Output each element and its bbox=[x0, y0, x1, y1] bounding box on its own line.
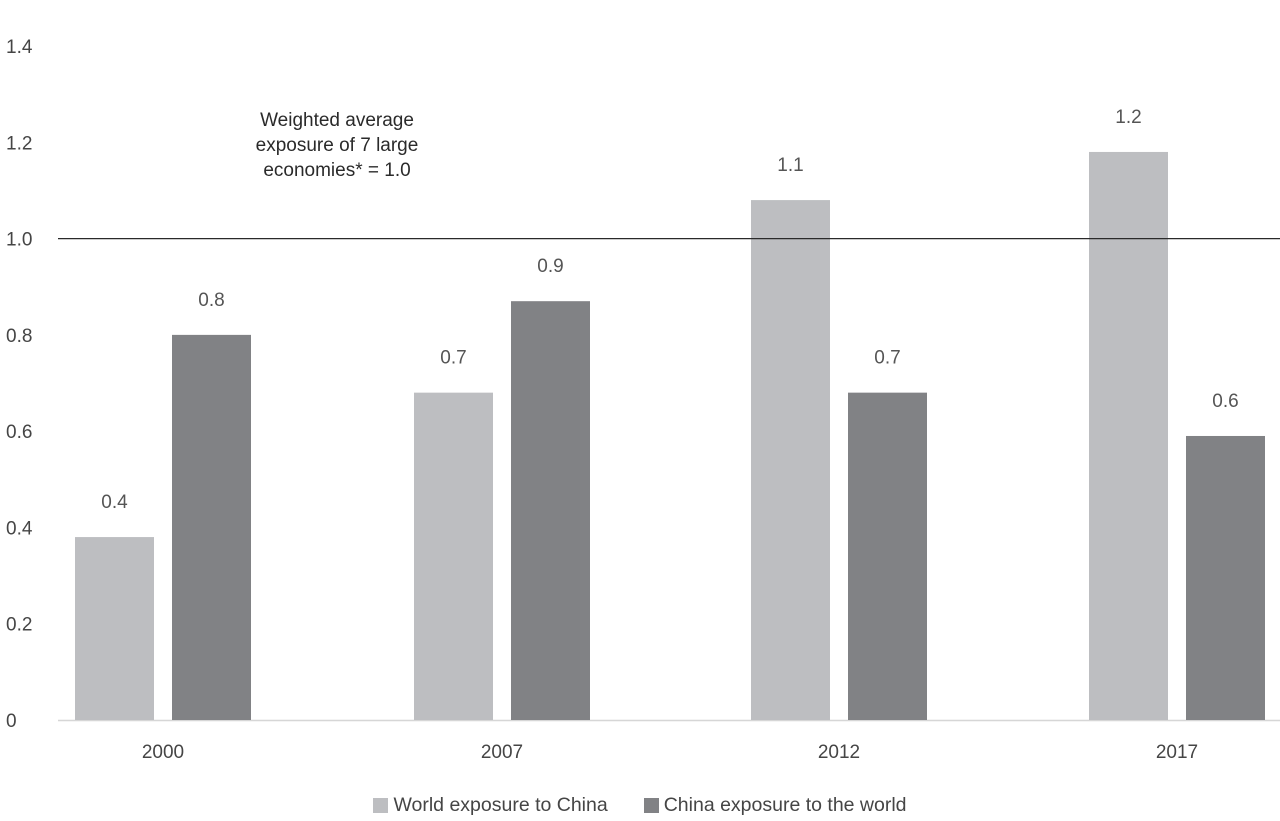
legend-swatch-world-exposure bbox=[373, 798, 389, 813]
y-tick-label: 0.8 bbox=[6, 326, 32, 347]
bar-world-2012 bbox=[751, 200, 830, 720]
bar-chart-svg: 0 0.2 0.4 0.6 0.8 1.0 1.2 1.4 0.4 0.8 2000 0.7 0.9 20… bbox=[6, 37, 1280, 763]
value-label: 0.4 bbox=[101, 492, 128, 513]
value-label: 0.7 bbox=[874, 348, 900, 369]
bar-china-2000 bbox=[172, 334, 251, 720]
y-tick-label: 0.4 bbox=[6, 518, 33, 539]
bar-china-2007 bbox=[511, 301, 590, 720]
annotation-line: exposure of 7 large bbox=[256, 135, 419, 156]
bar-china-2012 bbox=[848, 392, 927, 720]
bar-world-2007 bbox=[414, 392, 493, 720]
reference-line-annotation: Weighted average exposure of 7 large econo… bbox=[256, 110, 419, 181]
y-tick-label: 0 bbox=[6, 711, 17, 732]
legend-swatch-china-exposure bbox=[643, 798, 659, 813]
y-tick-label: 1.2 bbox=[6, 133, 32, 154]
legend-label-china-exposure: China exposure to the world bbox=[663, 794, 907, 816]
legend-item-world-exposure: World exposure to China bbox=[373, 794, 608, 817]
bar-world-2017 bbox=[1089, 151, 1168, 720]
y-tick-label: 1.4 bbox=[6, 37, 33, 58]
annotation-line: Weighted average bbox=[260, 110, 414, 131]
x-tick-label: 2012 bbox=[818, 742, 860, 763]
bar-world-2000 bbox=[75, 537, 154, 720]
value-label: 0.8 bbox=[198, 290, 224, 311]
x-tick-label: 2017 bbox=[1156, 742, 1198, 763]
x-tick-label: 2007 bbox=[481, 742, 523, 763]
value-label: 0.9 bbox=[537, 256, 563, 277]
value-label: 1.1 bbox=[777, 155, 803, 176]
value-label: 0.7 bbox=[440, 348, 466, 369]
y-tick-label: 0.6 bbox=[6, 422, 32, 443]
legend-label-world-exposure: World exposure to China bbox=[393, 794, 608, 816]
annotation-line: economies* = 1.0 bbox=[263, 160, 410, 181]
legend: World exposure to China China exposure t… bbox=[0, 794, 1280, 817]
value-label: 0.6 bbox=[1212, 391, 1238, 412]
value-label: 1.2 bbox=[1115, 107, 1141, 128]
y-tick-label: 0.2 bbox=[6, 615, 32, 636]
x-tick-label: 2000 bbox=[142, 742, 184, 763]
bar-china-2017 bbox=[1186, 435, 1265, 720]
legend-item-china-exposure: China exposure to the world bbox=[643, 794, 907, 817]
y-tick-label: 1.0 bbox=[6, 230, 32, 251]
